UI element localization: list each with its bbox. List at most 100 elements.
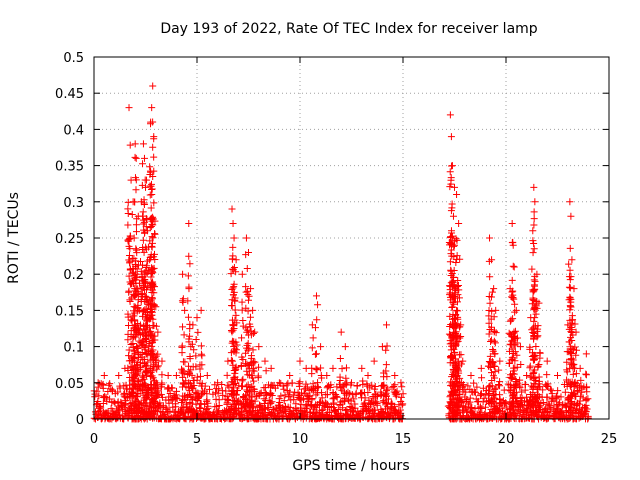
y-tick-label: 0.15 [55, 304, 84, 319]
data-point [530, 317, 538, 325]
data-point [255, 343, 263, 351]
data-point [392, 406, 400, 414]
data-point [148, 308, 156, 316]
data-point [133, 393, 141, 401]
y-tick-label: 0.45 [55, 87, 84, 102]
data-point [229, 220, 237, 228]
data-point [251, 328, 259, 336]
data-point [577, 376, 585, 384]
data-point [232, 256, 240, 264]
data-point [452, 395, 460, 403]
data-point [378, 343, 386, 351]
data-point [203, 390, 211, 398]
data-point [150, 404, 158, 412]
data-point [530, 245, 538, 253]
data-point [478, 405, 486, 413]
data-point [452, 285, 460, 293]
data-point [233, 341, 241, 349]
data-point [548, 390, 556, 398]
data-point [192, 363, 200, 371]
data-point [250, 402, 258, 410]
data-point [457, 321, 465, 329]
data-point [286, 372, 294, 380]
data-point [471, 405, 479, 413]
data-point [496, 378, 504, 386]
data-point [368, 381, 376, 389]
data-point [516, 376, 524, 384]
data-point [139, 160, 147, 168]
data-point [152, 358, 160, 366]
data-point [204, 399, 212, 407]
data-point [451, 360, 459, 368]
data-point [584, 395, 592, 403]
data-point [229, 243, 237, 251]
data-point [342, 389, 350, 397]
data-point [149, 82, 157, 90]
data-point [509, 315, 517, 323]
data-point [508, 276, 516, 284]
data-point [246, 313, 254, 321]
data-point [120, 382, 128, 390]
data-point [323, 372, 331, 380]
data-point [214, 389, 222, 397]
data-point [567, 298, 575, 306]
data-point [531, 277, 539, 285]
data-point [215, 385, 223, 393]
data-point [353, 382, 361, 390]
data-point [512, 383, 520, 391]
data-point [566, 276, 574, 284]
data-point [575, 400, 583, 408]
data-point [148, 185, 156, 193]
data-point [539, 399, 547, 407]
data-point [218, 380, 226, 388]
data-point [450, 349, 458, 357]
data-point [450, 267, 458, 275]
data-point [228, 205, 236, 213]
data-point [185, 335, 193, 343]
data-point [338, 365, 346, 373]
data-point [566, 294, 574, 302]
data-point [452, 311, 460, 319]
data-point [239, 356, 247, 364]
data-point [490, 337, 498, 345]
data-point [184, 371, 192, 379]
data-point [147, 168, 155, 176]
data-point [530, 324, 538, 332]
data-point [495, 366, 503, 374]
data-point [242, 234, 250, 242]
data-point [256, 390, 264, 398]
data-point [337, 409, 345, 417]
data-point [453, 322, 461, 330]
data-point [165, 399, 173, 407]
data-point [383, 373, 391, 381]
data-point [154, 328, 162, 336]
data-point [231, 306, 239, 314]
data-point [150, 264, 158, 272]
data-point [359, 377, 367, 385]
data-point [453, 378, 461, 386]
data-point [295, 391, 303, 399]
data-point [101, 392, 109, 400]
data-point [509, 241, 517, 249]
data-point [307, 385, 315, 393]
data-point [344, 388, 352, 396]
data-point [533, 270, 541, 278]
data-point [526, 362, 534, 370]
data-point [513, 410, 521, 418]
data-point [487, 293, 495, 301]
data-point [553, 407, 561, 415]
data-point [454, 315, 462, 323]
data-point [296, 357, 304, 365]
data-point [530, 208, 538, 216]
data-point [139, 140, 147, 148]
data-point [232, 268, 240, 276]
data-point [229, 326, 237, 334]
data-point [213, 402, 221, 410]
data-point [523, 372, 531, 380]
data-point [192, 336, 200, 344]
data-point [553, 401, 561, 409]
data-point [371, 382, 379, 390]
data-point [231, 366, 239, 374]
data-point [173, 395, 181, 403]
data-point [391, 403, 399, 411]
